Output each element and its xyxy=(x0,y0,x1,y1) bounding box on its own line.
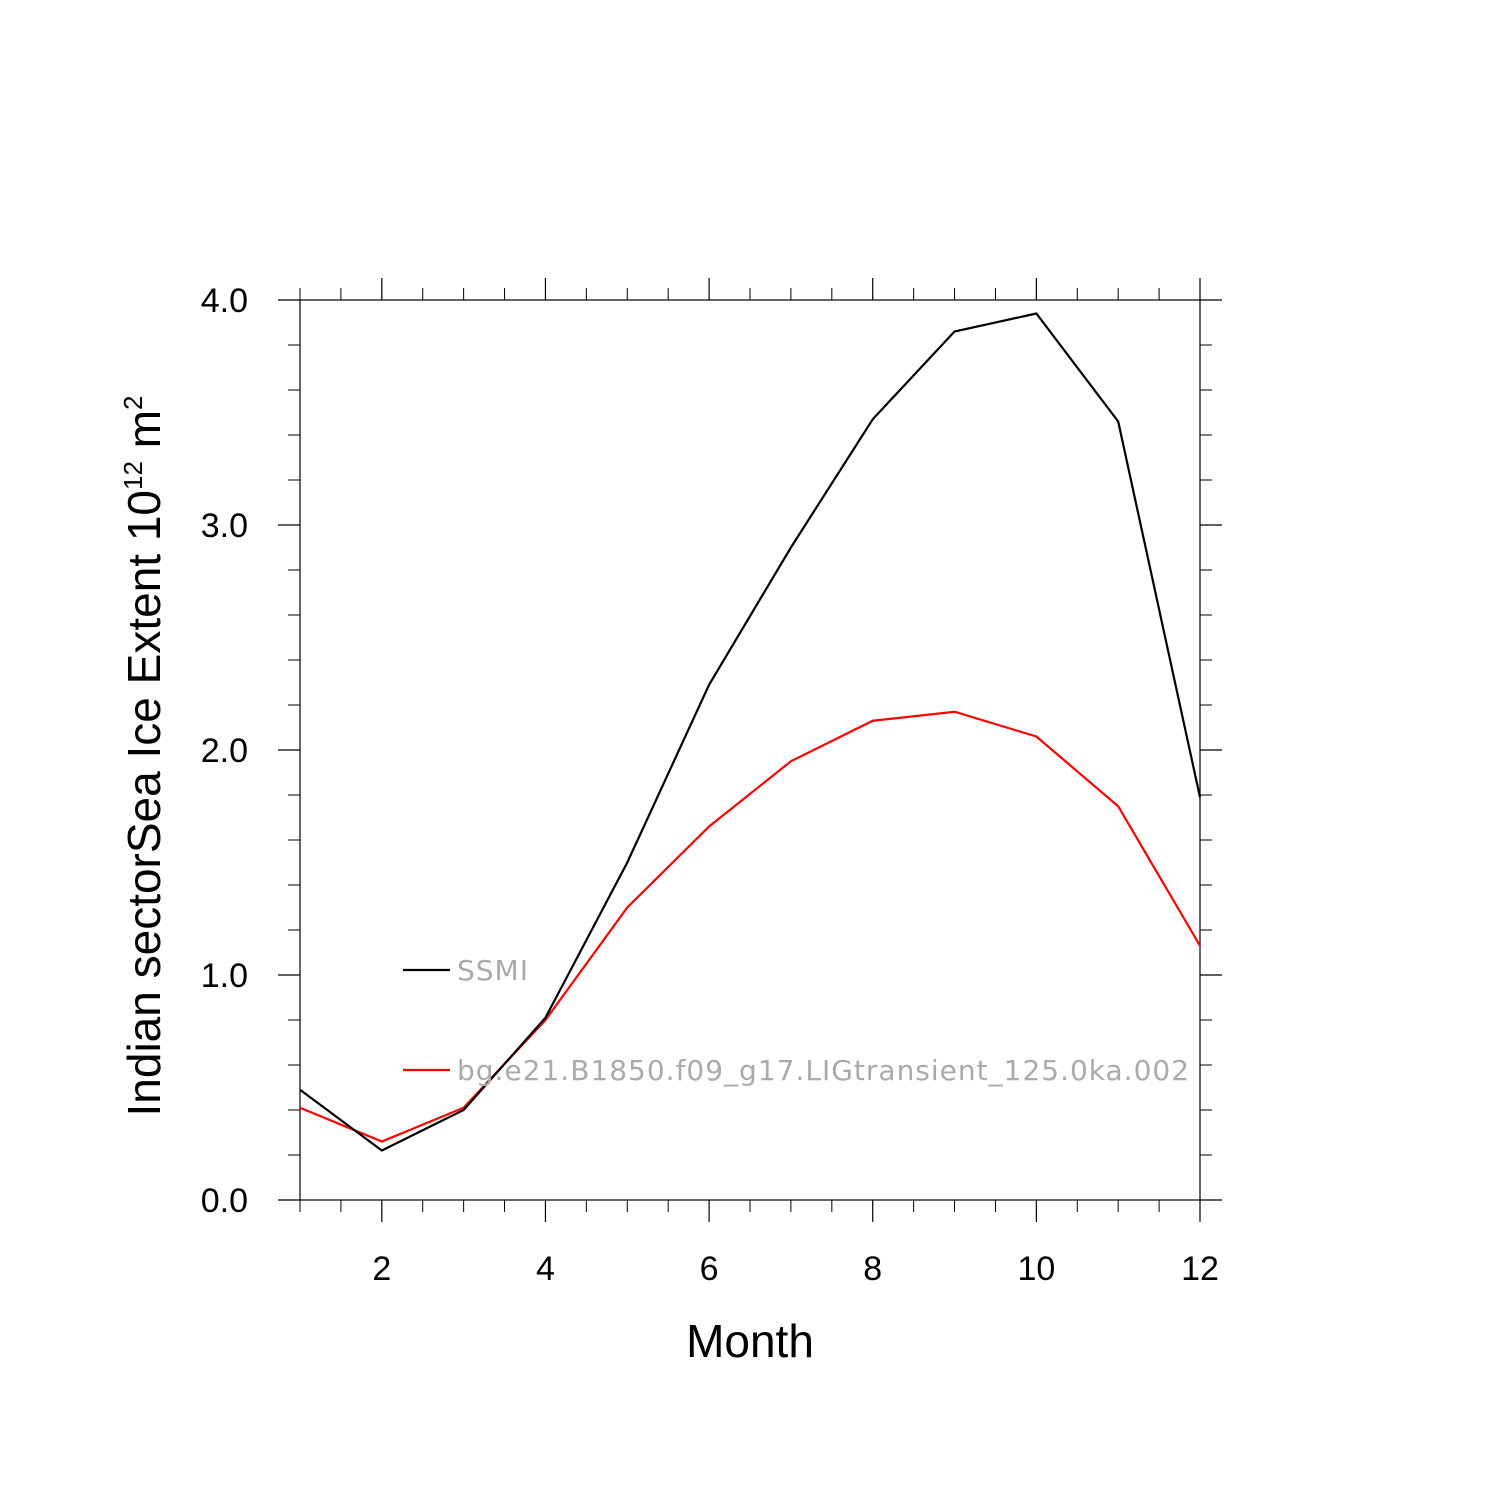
y-axis-title-exponent: 12 xyxy=(118,461,148,490)
x-tick-label: 6 xyxy=(700,1250,719,1288)
major-ticks xyxy=(278,278,1222,1222)
x-tick-label: 2 xyxy=(372,1250,391,1288)
series-layer xyxy=(299,312,1202,1152)
y-tick-label: 2.0 xyxy=(201,732,248,770)
x-tick-label: 10 xyxy=(1017,1250,1055,1288)
legend: SSMI bg.e21.B1850.f09_g17.LIGtransient_12… xyxy=(403,954,1190,1087)
y-axis-title-main: Indian sectorSea Ice Extent 10 xyxy=(118,490,170,1117)
y-axis-title: Indian sectorSea Ice Extent 1012 m2 xyxy=(118,395,170,1116)
y-tick-label: 0.0 xyxy=(201,1182,248,1220)
x-tick-labels: 2 4 6 8 10 12 xyxy=(372,1250,1219,1288)
x-tick-label: 4 xyxy=(536,1250,555,1288)
series-line xyxy=(299,312,1202,1152)
x-tick-label: 12 xyxy=(1181,1250,1219,1288)
y-tick-labels: 0.0 1.0 2.0 3.0 4.0 xyxy=(201,282,248,1220)
y-axis-title-unit: m xyxy=(118,410,170,461)
y-axis-title-unit-exponent: 2 xyxy=(118,395,148,409)
y-tick-label: 3.0 xyxy=(201,507,248,545)
x-tick-label: 8 xyxy=(863,1250,882,1288)
x-axis-title: Month xyxy=(686,1315,814,1367)
plot-frame xyxy=(299,299,1201,1201)
legend-label: SSMI xyxy=(457,954,529,987)
series-line xyxy=(299,710,1201,1143)
minor-ticks xyxy=(288,288,1212,1212)
y-tick-label: 1.0 xyxy=(201,957,248,995)
legend-label: bg.e21.B1850.f09_g17.LIGtransient_125.0k… xyxy=(457,1054,1190,1087)
y-tick-label: 4.0 xyxy=(201,282,248,320)
